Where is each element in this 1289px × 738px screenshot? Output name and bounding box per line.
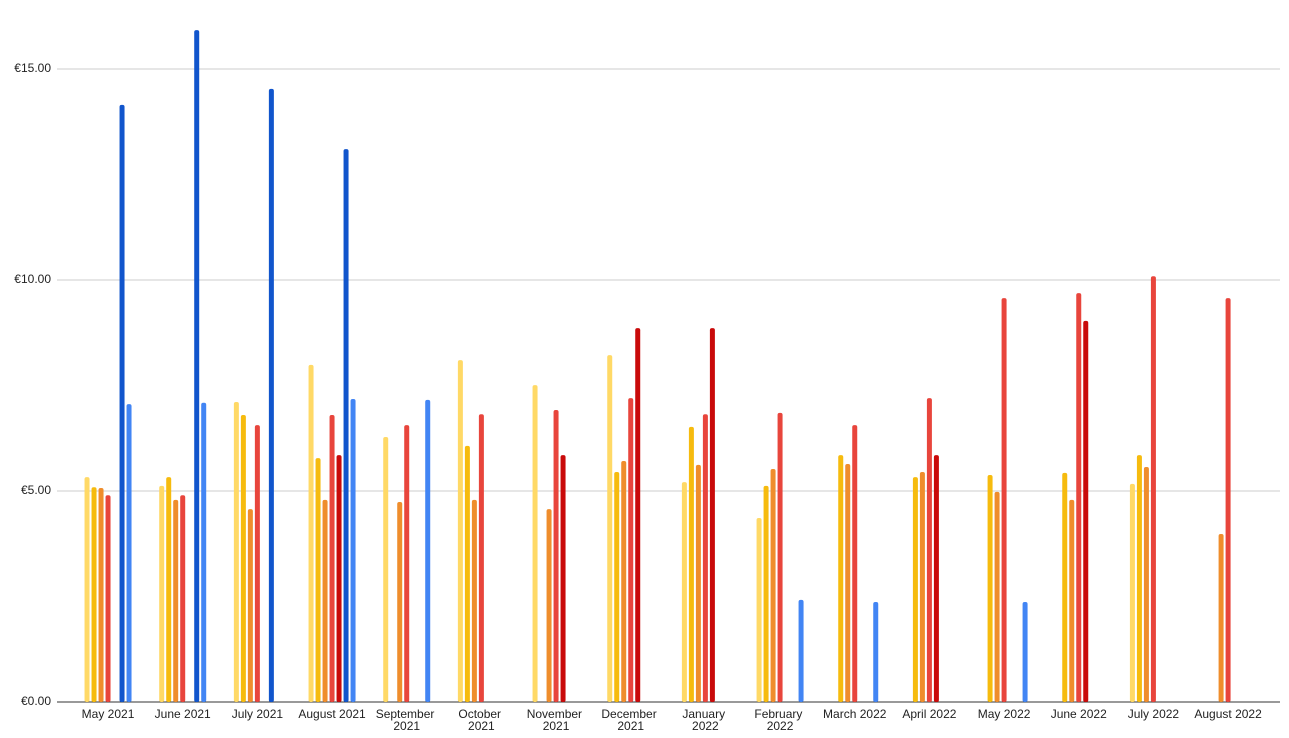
bar (1136, 455, 1142, 702)
bar (628, 398, 634, 702)
x-tick-label: November 2021 (527, 707, 586, 733)
bar (1129, 483, 1135, 702)
bar (105, 495, 111, 702)
bar (343, 149, 349, 702)
bar (621, 461, 627, 702)
bar (688, 426, 694, 702)
bar (240, 415, 246, 702)
bar (425, 399, 431, 702)
bar (702, 414, 708, 702)
bar (1069, 499, 1075, 702)
bar (1225, 298, 1231, 702)
x-tick-label: July 2021 (232, 707, 284, 721)
bar (329, 415, 335, 702)
bar (315, 458, 321, 702)
bar (987, 474, 993, 702)
bar (1143, 466, 1149, 702)
bar (1218, 534, 1224, 702)
bar (268, 88, 274, 703)
bar (852, 425, 858, 702)
bar (404, 425, 410, 702)
bar (126, 404, 132, 702)
bar (166, 477, 172, 702)
bar (1150, 276, 1156, 702)
bar (233, 401, 239, 702)
bar (607, 355, 613, 702)
x-tick-label: August 2021 (298, 707, 366, 721)
bar (201, 402, 207, 702)
bar (777, 412, 783, 702)
bar (471, 499, 477, 702)
x-tick-label: August 2022 (1194, 707, 1262, 721)
bar (1022, 601, 1028, 702)
bar (350, 399, 356, 702)
bar (798, 599, 804, 702)
bar (1076, 293, 1082, 702)
x-tick-label: July 2022 (1128, 707, 1180, 721)
bar (546, 509, 552, 702)
bar (553, 409, 559, 702)
bar (681, 482, 687, 702)
bar (919, 472, 925, 702)
x-tick-label: December 2021 (601, 707, 660, 733)
bar (159, 485, 165, 702)
bar (845, 463, 851, 702)
bar (336, 455, 342, 702)
bar (173, 499, 179, 702)
y-tick-label: €15.00 (14, 61, 51, 75)
x-tick-label: March 2022 (823, 707, 887, 721)
x-tick-label: May 2022 (978, 707, 1031, 721)
x-tick-label: September 2021 (376, 707, 438, 733)
bar (1083, 320, 1089, 702)
bar (254, 425, 260, 702)
bar (194, 30, 200, 702)
bar (397, 501, 403, 702)
y-tick-label: €5.00 (21, 483, 51, 497)
x-tick-label: June 2022 (1051, 707, 1107, 721)
bar (383, 436, 389, 702)
x-tick-label: April 2022 (902, 707, 956, 721)
bar (457, 360, 463, 702)
bar (322, 499, 328, 702)
bar (635, 328, 641, 702)
bar (912, 477, 918, 702)
bar (695, 464, 701, 702)
bar (770, 469, 776, 702)
bar (838, 455, 844, 702)
x-tick-label: January 2022 (682, 707, 728, 733)
bar (763, 485, 769, 702)
bar (532, 385, 538, 702)
bar (91, 487, 97, 702)
bar (464, 445, 470, 702)
bar (119, 104, 125, 703)
x-tick-label: June 2021 (155, 707, 211, 721)
bar (709, 328, 715, 702)
bar (933, 455, 939, 702)
x-tick-label: October 2021 (458, 707, 504, 733)
bar (478, 414, 484, 702)
y-tick-label: €10.00 (14, 272, 51, 286)
bar (756, 518, 762, 702)
x-tick-label: May 2021 (82, 707, 135, 721)
bar (614, 472, 620, 702)
y-tick-label: €0.00 (21, 694, 51, 708)
bar (180, 495, 186, 702)
bar (1062, 472, 1068, 702)
bar (84, 477, 90, 702)
bar (926, 398, 932, 702)
bar (994, 491, 1000, 702)
bar (873, 601, 879, 702)
bar (98, 488, 104, 702)
bar (560, 455, 566, 702)
bar (1001, 298, 1007, 702)
bar (247, 509, 253, 702)
x-tick-label: February 2022 (754, 707, 805, 733)
bar (308, 364, 314, 702)
